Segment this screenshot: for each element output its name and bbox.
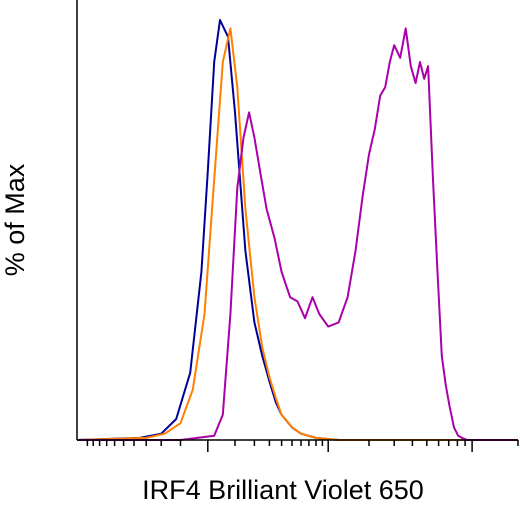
series-line-2 — [76, 27, 518, 441]
series-line-1 — [76, 19, 518, 441]
x-axis-label: IRF4 Brilliant Violet 650 — [142, 475, 424, 505]
plot-area — [76, 19, 518, 441]
y-axis-label: % of Max — [0, 163, 30, 276]
x-axis-ticks — [86, 440, 519, 452]
series-line-3 — [77, 27, 518, 441]
